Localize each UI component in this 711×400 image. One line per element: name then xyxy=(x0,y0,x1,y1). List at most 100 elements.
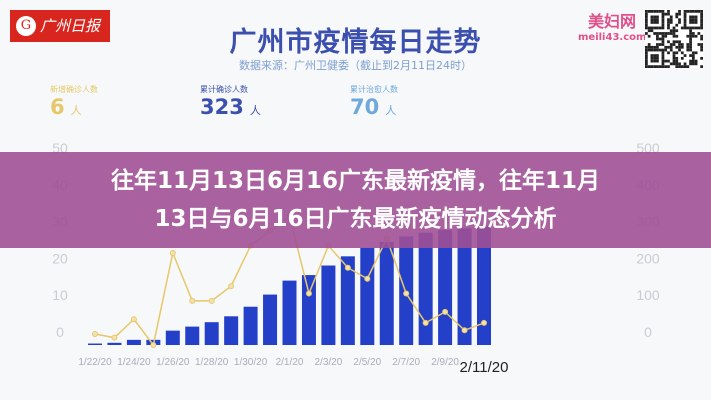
qr-module xyxy=(656,65,659,68)
qr-module xyxy=(669,45,673,49)
qr-module xyxy=(658,37,662,41)
line-point-1/27/20 xyxy=(189,297,196,304)
qr-module xyxy=(647,10,651,13)
line-point-2/7/20 xyxy=(403,290,410,297)
qr-module xyxy=(650,54,654,57)
line-point-2/4/20 xyxy=(344,264,351,271)
qr-module xyxy=(675,59,679,63)
bar-2/5/20 xyxy=(360,247,375,345)
qr-module xyxy=(667,45,670,49)
qr-module xyxy=(675,23,679,27)
qr-module xyxy=(694,18,698,22)
qr-module xyxy=(653,32,657,35)
qr-module xyxy=(689,43,692,46)
qr-module xyxy=(694,59,698,63)
qr-module xyxy=(647,45,651,49)
chart-title: 广州市疫情每日走势 xyxy=(229,27,482,58)
stat-unit: 人 xyxy=(385,104,397,117)
qr-module xyxy=(700,18,703,22)
qr-module xyxy=(664,48,668,52)
qr-module xyxy=(694,34,698,38)
watermark-url: meili43.com xyxy=(578,32,647,43)
qr-module xyxy=(678,48,681,52)
qr-module xyxy=(691,10,695,13)
qr-module xyxy=(650,56,654,60)
qr-module xyxy=(661,59,665,63)
x-axis-tick-label: 2/11/20 xyxy=(460,359,509,376)
line-point-2/10/20 xyxy=(461,327,468,334)
stat-total-recovered: 累计治愈人数 70 人 xyxy=(350,84,398,119)
qr-module xyxy=(650,65,654,68)
logo-text: 广州日报 xyxy=(40,17,101,35)
qr-module xyxy=(664,34,668,38)
qr-module xyxy=(645,12,648,16)
qr-module xyxy=(661,65,665,68)
qr-module xyxy=(675,51,679,55)
qr-module xyxy=(650,29,654,33)
bar-2/8/20 xyxy=(418,232,433,345)
qr-module xyxy=(661,26,665,30)
left-axis-tick-label: 10 xyxy=(52,287,68,303)
qr-module xyxy=(667,26,670,30)
stat-value: 6 xyxy=(50,95,65,119)
qr-module xyxy=(667,40,670,44)
qr-module xyxy=(645,15,648,19)
qr-module xyxy=(658,48,662,52)
qr-module xyxy=(656,59,659,63)
stat-unit: 人 xyxy=(249,104,261,117)
qr-module xyxy=(669,18,673,22)
qr-module xyxy=(700,65,703,68)
line-point-1/25/20 xyxy=(150,342,157,348)
qr-module xyxy=(675,45,679,49)
qr-module xyxy=(650,48,654,52)
qr-module xyxy=(661,34,665,38)
qr-module xyxy=(686,65,690,68)
qr-module xyxy=(683,62,687,66)
bar-1/28/20 xyxy=(204,322,219,345)
stat-label: 新增确诊人数 xyxy=(50,85,98,94)
qr-module xyxy=(700,45,703,49)
x-axis-tick-label: 2/9/20 xyxy=(431,357,459,368)
qr-module xyxy=(645,32,648,35)
qr-module xyxy=(680,51,684,55)
chart-subtitle: 数据来源：广州卫健委（截止到2月11日24时） xyxy=(239,59,472,72)
qr-module xyxy=(645,48,648,52)
line-point-1/22/20 xyxy=(92,330,98,337)
qr-module xyxy=(694,21,698,24)
qr-module xyxy=(669,32,673,35)
stat-value: 70 xyxy=(350,95,380,119)
qr-module xyxy=(653,10,657,13)
qr-module xyxy=(691,54,695,57)
qr-module xyxy=(664,59,668,63)
qr-module xyxy=(686,26,690,30)
qr-module xyxy=(645,21,648,24)
qr-module xyxy=(683,10,687,13)
bar-1/29/20 xyxy=(224,316,239,345)
qr-module xyxy=(661,48,665,52)
qr-module xyxy=(683,18,687,22)
qr-module xyxy=(667,59,670,63)
qr-code-icon xyxy=(645,10,703,68)
qr-module xyxy=(656,56,659,60)
qr-module xyxy=(686,34,690,38)
qr-module xyxy=(700,23,703,27)
qr-module xyxy=(653,26,657,30)
qr-module xyxy=(689,29,692,33)
qr-module xyxy=(645,10,648,13)
line-point-1/29/20 xyxy=(228,283,235,290)
qr-module xyxy=(650,45,654,49)
qr-module xyxy=(661,54,665,57)
x-axis-tick-label: 1/24/20 xyxy=(117,357,151,368)
qr-module xyxy=(686,45,690,49)
qr-module xyxy=(675,12,679,16)
qr-module xyxy=(645,45,648,49)
bar-1/27/20 xyxy=(185,326,200,345)
banner-line-1: 往年11月13日6月16广东最新疫情，往年11月 xyxy=(110,168,601,194)
qr-module xyxy=(691,56,695,60)
qr-module xyxy=(645,62,648,66)
qr-module xyxy=(689,10,692,13)
qr-module xyxy=(678,40,681,44)
qr-module xyxy=(672,59,676,63)
qr-module xyxy=(650,18,654,22)
qr-module xyxy=(664,12,668,16)
